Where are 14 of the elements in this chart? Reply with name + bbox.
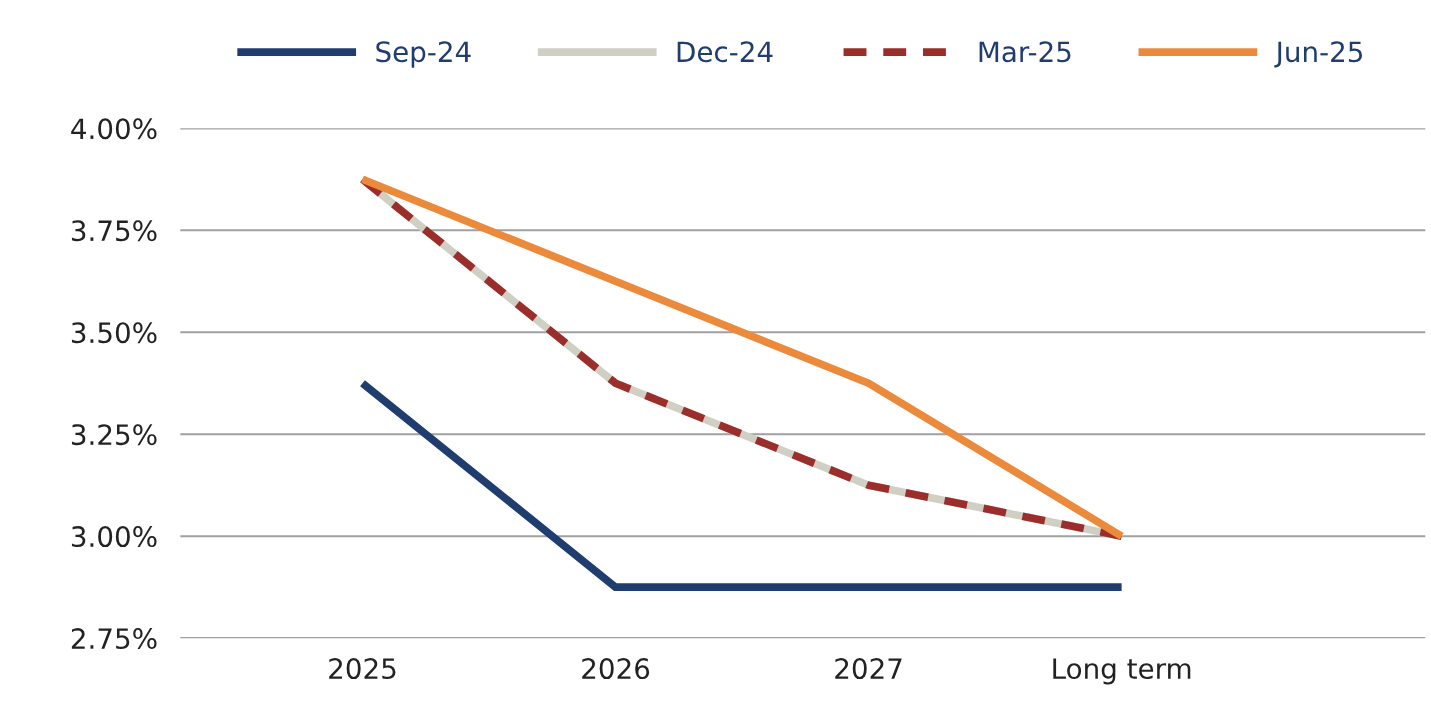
y-tick-label: 3.75% xyxy=(71,220,157,242)
legend-label: Sep-24 xyxy=(376,41,471,68)
x-tick-label: Long term xyxy=(1053,658,1191,685)
y-tick-label: 2.75% xyxy=(71,628,157,650)
legend-label: Mar-25 xyxy=(979,41,1071,63)
x-tick-label: 2026 xyxy=(582,658,650,680)
legend-label: Jun-25 xyxy=(1274,41,1363,68)
x-tick-label: 2027 xyxy=(835,658,902,680)
y-tick-label: 3.25% xyxy=(71,424,157,446)
legend-label: Dec-24 xyxy=(677,41,773,63)
x-tick-label: 2025 xyxy=(329,658,396,680)
y-tick-label: 4.00% xyxy=(71,118,157,140)
y-tick-label: 3.50% xyxy=(71,322,157,344)
y-tick-label: 3.00% xyxy=(71,526,157,548)
